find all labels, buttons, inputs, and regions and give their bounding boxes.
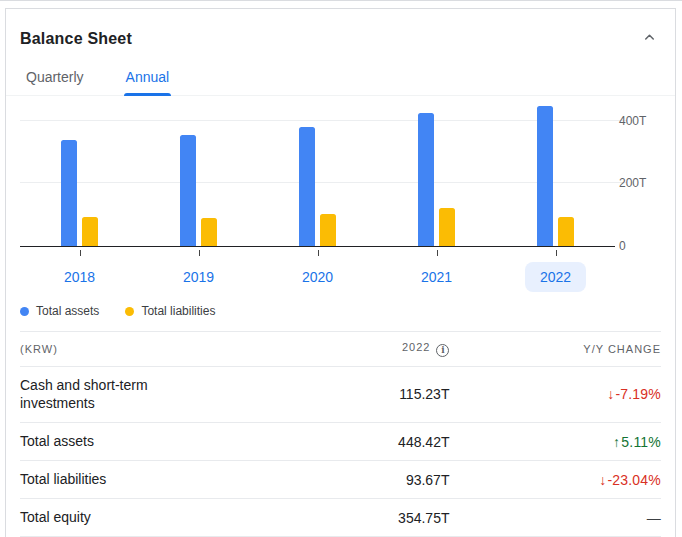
row-label: Total assets (20, 432, 94, 451)
row-yy-change: ↓-23.04% (449, 463, 661, 497)
collapse-button[interactable] (637, 27, 661, 51)
tab-quarterly[interactable]: Quarterly (24, 63, 86, 95)
legend-dot-icon (125, 307, 134, 316)
balance-sheet-card: Balance Sheet Quarterly Annual 400T200T0… (5, 8, 676, 537)
table-header-row: (KRW) 2022i Y/Y CHANGE (20, 331, 661, 367)
bar-total-liabilities-2022 (558, 217, 574, 246)
column-header-yy-change: Y/Y CHANGE (449, 334, 661, 364)
year-label-2022[interactable]: 2022 (525, 262, 586, 292)
column-header-period: 2022i (315, 332, 450, 366)
row-value: 448.42T (315, 425, 450, 459)
chart-plot-area: 400T200T0 (20, 96, 615, 246)
y-axis-label: 0 (619, 239, 659, 253)
row-yy-change: ↑5.11% (449, 425, 661, 459)
bar-group-2019 (139, 135, 258, 246)
chart-legend: Total assets Total liabilities (20, 304, 661, 318)
row-yy-change: ↓-7.19% (449, 377, 661, 411)
bar-total-liabilities-2018 (82, 217, 98, 246)
row-value: 93.67T (315, 463, 450, 497)
info-icon[interactable]: i (436, 344, 449, 357)
legend-label: Total assets (36, 304, 99, 318)
year-label-2020[interactable]: 2020 (300, 262, 335, 292)
x-label-cell: 2019 (139, 248, 258, 292)
bar-total-assets-2019 (180, 135, 196, 246)
bar-total-assets-2022 (537, 106, 553, 246)
column-header-krw: (KRW) (20, 334, 315, 364)
legend-dot-icon (20, 307, 29, 316)
card-title: Balance Sheet (20, 30, 132, 48)
legend-item: Total liabilities (125, 304, 215, 318)
bar-group-2020 (258, 127, 377, 246)
bar-total-assets-2021 (418, 113, 434, 246)
down-arrow-icon: ↓ (599, 472, 606, 488)
bar-group-2021 (377, 113, 496, 246)
year-label-2018[interactable]: 2018 (62, 262, 97, 292)
row-value: 354.75T (315, 501, 450, 535)
x-label-cell: 2021 (377, 248, 496, 292)
table-row: Total liabilities 93.67T ↓-23.04% (20, 461, 661, 499)
row-label: Total liabilities (20, 470, 106, 489)
bar-total-assets-2018 (61, 140, 77, 246)
row-yy-change: — (449, 501, 661, 535)
y-axis-label: 200T (619, 176, 659, 190)
y-axis-label: 400T (619, 114, 659, 128)
bar-group-2022 (496, 106, 615, 246)
table-row: Total equity 354.75T — (20, 499, 661, 537)
bar-total-liabilities-2020 (320, 214, 336, 246)
balance-sheet-table: (KRW) 2022i Y/Y CHANGE Cash and short-te… (20, 331, 661, 537)
balance-sheet-chart: 400T200T0 2018 2019 2020 2021 2022 (20, 96, 661, 296)
table-row: Total assets 448.42T ↑5.11% (20, 423, 661, 461)
bar-total-liabilities-2021 (439, 208, 455, 246)
bar-total-assets-2020 (299, 127, 315, 246)
year-label-2021[interactable]: 2021 (419, 262, 454, 292)
legend-item: Total assets (20, 304, 99, 318)
table-row: Cash and short-term investments 115.23T … (20, 367, 661, 424)
legend-label: Total liabilities (141, 304, 215, 318)
tab-bar: Quarterly Annual (6, 63, 675, 96)
page-top-divider (0, 0, 682, 1)
card-header: Balance Sheet (6, 9, 675, 63)
x-label-cell: 2022 (496, 248, 615, 292)
tab-annual[interactable]: Annual (124, 63, 172, 95)
x-axis-line (20, 246, 615, 248)
bar-group-2018 (20, 140, 139, 246)
row-value: 115.23T (315, 377, 450, 411)
row-label: Total equity (20, 508, 91, 527)
year-label-2019[interactable]: 2019 (181, 262, 216, 292)
down-arrow-icon: ↓ (607, 386, 614, 402)
row-label: Cash and short-term investments (20, 376, 205, 414)
bar-total-liabilities-2019 (201, 218, 217, 246)
chevron-up-icon (642, 30, 657, 48)
x-label-cell: 2018 (20, 248, 139, 292)
up-arrow-icon: ↑ (613, 434, 620, 450)
x-label-cell: 2020 (258, 248, 377, 292)
